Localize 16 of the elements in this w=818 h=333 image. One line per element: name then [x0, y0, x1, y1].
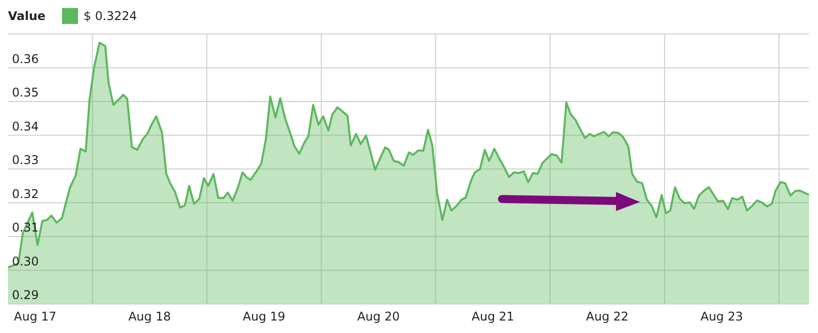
x-tick-label: Aug 18 — [128, 310, 171, 324]
x-tick-label: Aug 20 — [357, 310, 400, 324]
legend-title: Value — [8, 9, 46, 23]
x-tick-label: Aug 23 — [700, 310, 744, 324]
x-tick-label: Aug 17 — [14, 310, 56, 324]
y-tick-label: 0.32 — [12, 186, 39, 201]
x-tick-label: Aug 19 — [242, 310, 286, 324]
legend-label: $ 0.3224 — [84, 9, 137, 23]
y-tick-label: 0.34 — [12, 119, 39, 134]
y-tick-label: 0.33 — [12, 153, 39, 167]
x-tick-label: Aug 22 — [586, 310, 629, 324]
y-tick-label: 0.29 — [12, 288, 39, 302]
y-tick-label: 0.35 — [12, 86, 39, 100]
x-tick-label: Aug 21 — [472, 310, 514, 324]
y-tick-label: 0.30 — [12, 254, 39, 268]
y-tick-label: 0.36 — [12, 52, 39, 66]
